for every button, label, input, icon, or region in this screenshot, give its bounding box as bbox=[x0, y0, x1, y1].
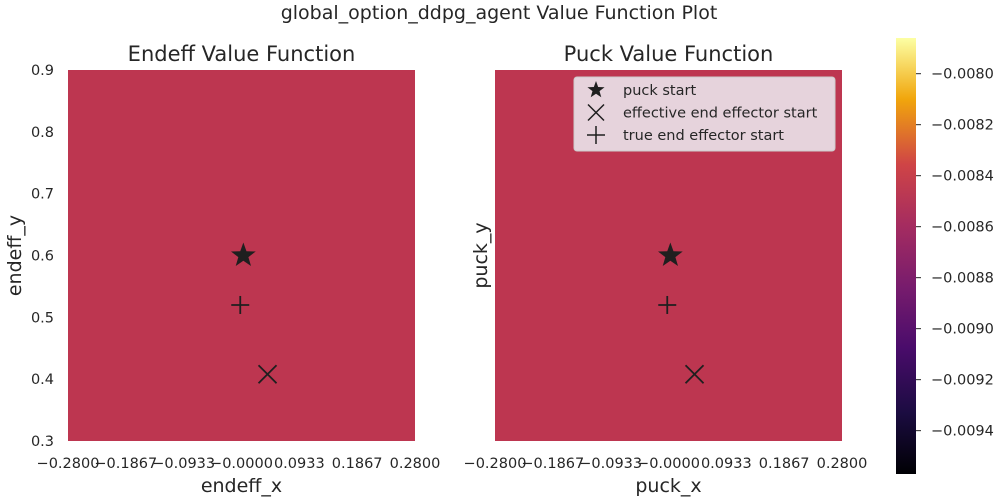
legend-entry-label: true end effector start bbox=[623, 128, 784, 144]
effective-end-effector-start-marker bbox=[257, 364, 278, 384]
colorbar: −0.0080 −0.0082 −0.0084 −0.0086 −0.0088 −0.00… bbox=[896, 38, 994, 474]
legend-x-marker bbox=[587, 103, 605, 122]
colorbar-tick-label: −0.0092 bbox=[931, 373, 994, 389]
x-tick-label: 0.0933 bbox=[701, 456, 752, 472]
legend-entry-label: puck start bbox=[623, 83, 696, 99]
legend-star-marker bbox=[587, 81, 605, 98]
x-tick-label: −0.2800 bbox=[37, 456, 100, 472]
colorbar-tick-label: −0.0090 bbox=[931, 322, 994, 338]
y-tick-label: 0.3 bbox=[31, 434, 54, 450]
colorbar-tick-label: −0.0084 bbox=[931, 169, 994, 185]
x-tick-label: −0.2800 bbox=[464, 456, 527, 472]
x-axis-label: endeff_x bbox=[201, 475, 282, 497]
figure-title: global_option_ddpg_agent Value Function … bbox=[281, 2, 718, 24]
y-axis-label: endeff_y bbox=[4, 215, 26, 296]
colorbar-tick-label: −0.0086 bbox=[931, 220, 994, 236]
x-tick-label: 0.2800 bbox=[817, 456, 868, 472]
true-end-effector-start-marker bbox=[658, 295, 677, 314]
chart-title: Endeff Value Function bbox=[128, 42, 356, 66]
star-marker-shape bbox=[658, 242, 683, 267]
x-marker-stroke bbox=[587, 103, 605, 122]
x-tick-label: −0.0933 bbox=[152, 456, 215, 472]
y-tick-label: 0.5 bbox=[31, 310, 54, 326]
y-axis-label: puck_y bbox=[470, 222, 492, 288]
x-tick-label: −0.1867 bbox=[521, 456, 584, 472]
chart-panel-endeff: Endeff Value Function endeff_x endeff_y −0.… bbox=[4, 42, 440, 497]
colorbar-tick-label: −0.0082 bbox=[931, 118, 994, 134]
true-end-effector-start-marker bbox=[231, 295, 250, 314]
y-tick-label: 0.9 bbox=[31, 63, 54, 79]
x-axis-label: puck_x bbox=[635, 475, 701, 497]
x-marker-stroke bbox=[257, 364, 278, 384]
colorbar-tick-label: −0.0094 bbox=[931, 424, 994, 440]
x-tick-label: 0.1867 bbox=[759, 456, 810, 472]
legend-entry-label: effective end effector start bbox=[623, 106, 818, 122]
x-tick-label: −0.0000 bbox=[210, 456, 273, 472]
y-tick-label: 0.6 bbox=[31, 249, 54, 265]
legend-plus-marker bbox=[587, 126, 605, 144]
colorbar-tick-label: −0.0080 bbox=[931, 67, 994, 83]
y-tick-label: 0.4 bbox=[31, 372, 54, 388]
y-tick-label: 0.7 bbox=[31, 187, 54, 203]
legend-box bbox=[573, 76, 836, 152]
x-tick-label: −0.1867 bbox=[94, 456, 157, 472]
puck-start-marker bbox=[658, 242, 683, 267]
colorbar-tick-label: −0.0088 bbox=[931, 271, 994, 287]
puck-start-marker bbox=[231, 242, 256, 267]
x-tick-label: 0.2800 bbox=[390, 456, 441, 472]
y-tick-label: 0.8 bbox=[31, 125, 54, 141]
x-tick-label: −0.0933 bbox=[579, 456, 642, 472]
chart-panel-puck: Puck Value Functionpuck_xpuck_y−0.2800−0… bbox=[464, 42, 868, 497]
x-tick-label: −0.0000 bbox=[637, 456, 700, 472]
colorbar-gradient bbox=[896, 38, 916, 474]
x-tick-label: 0.1867 bbox=[332, 456, 383, 472]
star-marker-shape bbox=[231, 242, 256, 267]
legend: puck start effective end effector start tr… bbox=[573, 76, 836, 152]
x-marker-stroke bbox=[684, 364, 705, 384]
effective-end-effector-start-marker bbox=[684, 364, 705, 384]
chart-title: Puck Value Function bbox=[564, 42, 774, 66]
x-tick-label: 0.0933 bbox=[274, 456, 325, 472]
